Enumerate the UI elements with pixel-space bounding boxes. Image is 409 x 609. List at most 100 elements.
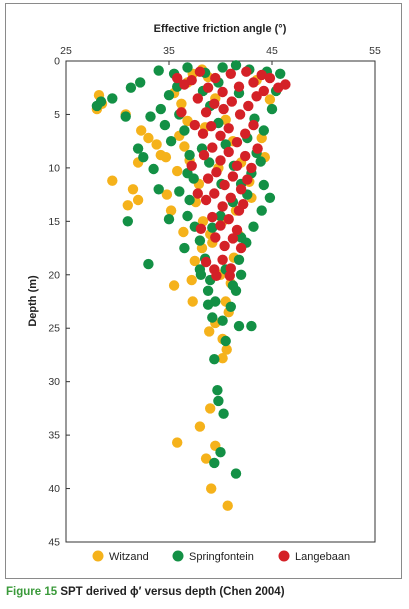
data-point-langebaan [252, 143, 263, 154]
data-point-langebaan [200, 107, 212, 118]
legend-label-langebaan: Langebaan [295, 551, 350, 563]
data-point-langebaan [231, 137, 243, 148]
data-point-springfontein [266, 103, 278, 115]
data-point-springfontein [184, 149, 195, 161]
data-point-springfontein [153, 65, 164, 76]
data-point-langebaan [210, 72, 221, 84]
data-point-langebaan [176, 107, 187, 118]
data-point-langebaan [240, 128, 251, 139]
data-point-langebaan [202, 82, 214, 93]
data-point-springfontein [174, 186, 185, 197]
data-point-witzand [194, 421, 206, 432]
data-point-witzand [160, 152, 172, 163]
data-point-langebaan [223, 146, 234, 158]
data-point-springfontein [258, 125, 269, 136]
data-point-springfontein [195, 269, 207, 280]
data-point-langebaan [210, 232, 221, 243]
data-point-witzand [204, 326, 215, 337]
legend-label-witzand: Witzand [109, 551, 149, 563]
data-point-langebaan [207, 142, 218, 153]
data-point-langebaan [238, 199, 249, 210]
data-point-langebaan [206, 121, 217, 132]
data-point-springfontein [233, 254, 245, 265]
data-point-langebaan [207, 211, 218, 223]
x-tick-label: 55 [369, 45, 381, 57]
data-point-langebaan [215, 155, 226, 166]
data-point-langebaan [227, 233, 239, 244]
data-point-witzand [205, 403, 216, 414]
data-point-springfontein [255, 156, 266, 167]
data-point-langebaan [223, 123, 234, 134]
data-point-springfontein [120, 111, 131, 122]
data-point-langebaan [186, 75, 197, 86]
data-point-springfontein [107, 93, 118, 104]
data-point-springfontein [179, 125, 190, 136]
data-point-witzand [176, 98, 187, 110]
data-point-springfontein [275, 68, 286, 80]
data-point-springfontein [163, 90, 175, 101]
data-point-langebaan [200, 194, 212, 206]
data-point-langebaan [217, 86, 228, 98]
data-point-witzand [179, 141, 190, 152]
x-tick-label: 25 [60, 45, 72, 57]
x-axis-title: Effective friction angle (°) [154, 23, 287, 35]
data-point-langebaan [209, 98, 220, 110]
y-tick-label: 45 [48, 537, 60, 549]
data-point-langebaan [231, 224, 243, 236]
data-point-langebaan [264, 72, 276, 84]
data-point-witzand [122, 200, 133, 211]
data-point-langebaan [218, 103, 229, 115]
data-point-witzand [143, 132, 154, 144]
data-point-langebaan [241, 66, 252, 77]
data-point-springfontein [179, 242, 190, 254]
data-point-witzand [178, 226, 189, 238]
data-point-springfontein [230, 60, 242, 71]
data-point-springfontein [207, 312, 218, 323]
data-point-springfontein [220, 335, 231, 347]
figure-number: Figure 15 [6, 586, 58, 598]
data-point-springfontein [217, 62, 228, 73]
data-point-springfontein [155, 103, 166, 115]
figure-caption-text: SPT derived ϕ′ versus depth (Chen 2004) [60, 586, 285, 598]
y-tick-label: 20 [48, 269, 60, 281]
y-axis: 0 5 10 15 20 25 30 35 40 45 [48, 56, 70, 549]
data-point-langebaan [217, 201, 228, 212]
data-point-springfontein [227, 280, 239, 291]
data-point-springfontein [225, 301, 236, 312]
data-point-langebaan [200, 256, 212, 268]
data-point-springfontein [138, 152, 149, 163]
data-point-springfontein [188, 173, 199, 184]
data-point-springfontein [215, 447, 226, 458]
data-point-springfontein [135, 77, 146, 88]
data-point-langebaan [224, 270, 235, 281]
data-point-langebaan [235, 184, 247, 195]
data-point-langebaan [198, 149, 210, 161]
data-point-langebaan [215, 220, 226, 231]
data-point-langebaan [192, 93, 203, 104]
data-point-langebaan [172, 72, 183, 84]
data-point-springfontein [212, 385, 223, 396]
data-point-springfontein [122, 216, 133, 227]
data-point-langebaan [186, 160, 197, 171]
data-point-langebaan [225, 68, 236, 80]
x-tick-label: 35 [163, 45, 175, 57]
data-point-langebaan [248, 119, 259, 131]
data-point-springfontein [207, 222, 218, 233]
data-point-springfontein [202, 299, 214, 310]
data-point-springfontein [218, 408, 229, 419]
data-point-langebaan [211, 167, 222, 178]
data-point-springfontein [264, 192, 276, 203]
legend: Witzand Springfontein Langebaan [92, 550, 350, 563]
data-point-langebaan [240, 150, 251, 162]
data-point-witzand [217, 353, 228, 364]
data-point-langebaan [197, 128, 209, 139]
data-point-langebaan [211, 270, 222, 281]
data-point-langebaan [258, 85, 269, 97]
data-point-springfontein [256, 205, 267, 216]
data-point-springfontein [132, 143, 144, 154]
y-axis-title: Depth (m) [27, 275, 39, 327]
data-point-springfontein [153, 184, 164, 195]
data-point-springfontein [163, 214, 175, 225]
data-point-langebaan [209, 188, 220, 199]
data-point-langebaan [195, 223, 207, 234]
